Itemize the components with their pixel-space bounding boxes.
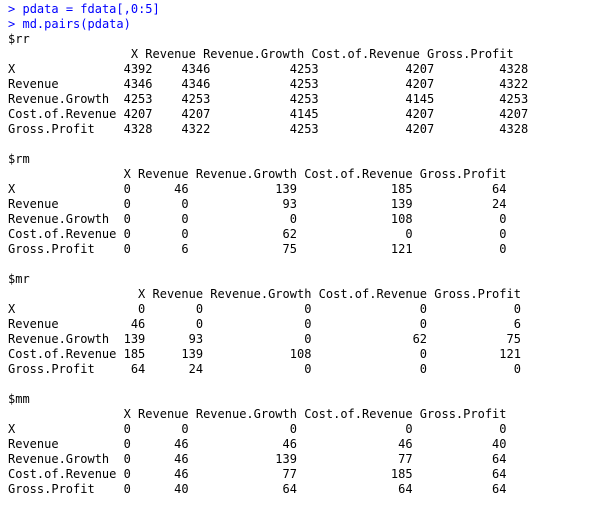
block-name: $rm [8, 152, 30, 166]
matrix-row: Revenue.Growth 0 0 0 108 0 [8, 212, 507, 226]
blank-line [8, 377, 614, 392]
matrix-row: Gross.Profit 0 40 64 64 64 [8, 482, 507, 496]
matrix-row: X 0 46 139 185 64 [8, 182, 507, 196]
command-line: > md.pairs(pdata) [8, 17, 614, 32]
matrix-row: X 0 0 0 0 0 [8, 302, 521, 316]
block-name: $mm [8, 392, 30, 406]
prompt-symbol: > [8, 2, 16, 16]
matrix-header: X Revenue Revenue.Growth Cost.of.Revenue… [8, 167, 507, 181]
command-text: md.pairs(pdata) [22, 17, 131, 31]
matrix-row: Cost.of.Revenue 4207 4207 4145 4207 4207 [8, 107, 529, 121]
matrix-row: Cost.of.Revenue 0 0 62 0 0 [8, 227, 507, 241]
prompt-symbol: > [8, 17, 16, 31]
block-name: $mr [8, 272, 30, 286]
block-name: $rr [8, 32, 30, 46]
matrix-row: Revenue 0 46 46 46 40 [8, 437, 507, 451]
matrix-row: Gross.Profit 4328 4322 4253 4207 4328 [8, 122, 529, 136]
matrix-header: X Revenue Revenue.Growth Cost.of.Revenue… [8, 47, 514, 61]
matrix-row: Revenue 0 0 93 139 24 [8, 197, 507, 211]
matrix-row: Cost.of.Revenue 0 46 77 185 64 [8, 467, 507, 481]
blank-line [8, 137, 614, 152]
matrix-row: X 4392 4346 4253 4207 4328 [8, 62, 529, 76]
matrix-header: X Revenue Revenue.Growth Cost.of.Revenue… [8, 287, 521, 301]
matrix-header: X Revenue Revenue.Growth Cost.of.Revenue… [8, 407, 507, 421]
command-line: > pdata = fdata[,0:5] [8, 2, 614, 17]
blank-line [8, 257, 614, 272]
matrix-row: Revenue.Growth 139 93 0 62 75 [8, 332, 521, 346]
matrix-row: Revenue.Growth 0 46 139 77 64 [8, 452, 507, 466]
matrix-row: Gross.Profit 0 6 75 121 0 [8, 242, 507, 256]
matrix-row: Revenue.Growth 4253 4253 4253 4145 4253 [8, 92, 529, 106]
matrix-row: Cost.of.Revenue 185 139 108 0 121 [8, 347, 521, 361]
matrix-row: X 0 0 0 0 0 [8, 422, 507, 436]
command-text: pdata = fdata[,0:5] [22, 2, 160, 16]
matrix-row: Revenue 4346 4346 4253 4207 4322 [8, 77, 529, 91]
matrix-row: Gross.Profit 64 24 0 0 0 [8, 362, 521, 376]
matrix-row: Revenue 46 0 0 0 6 [8, 317, 521, 331]
